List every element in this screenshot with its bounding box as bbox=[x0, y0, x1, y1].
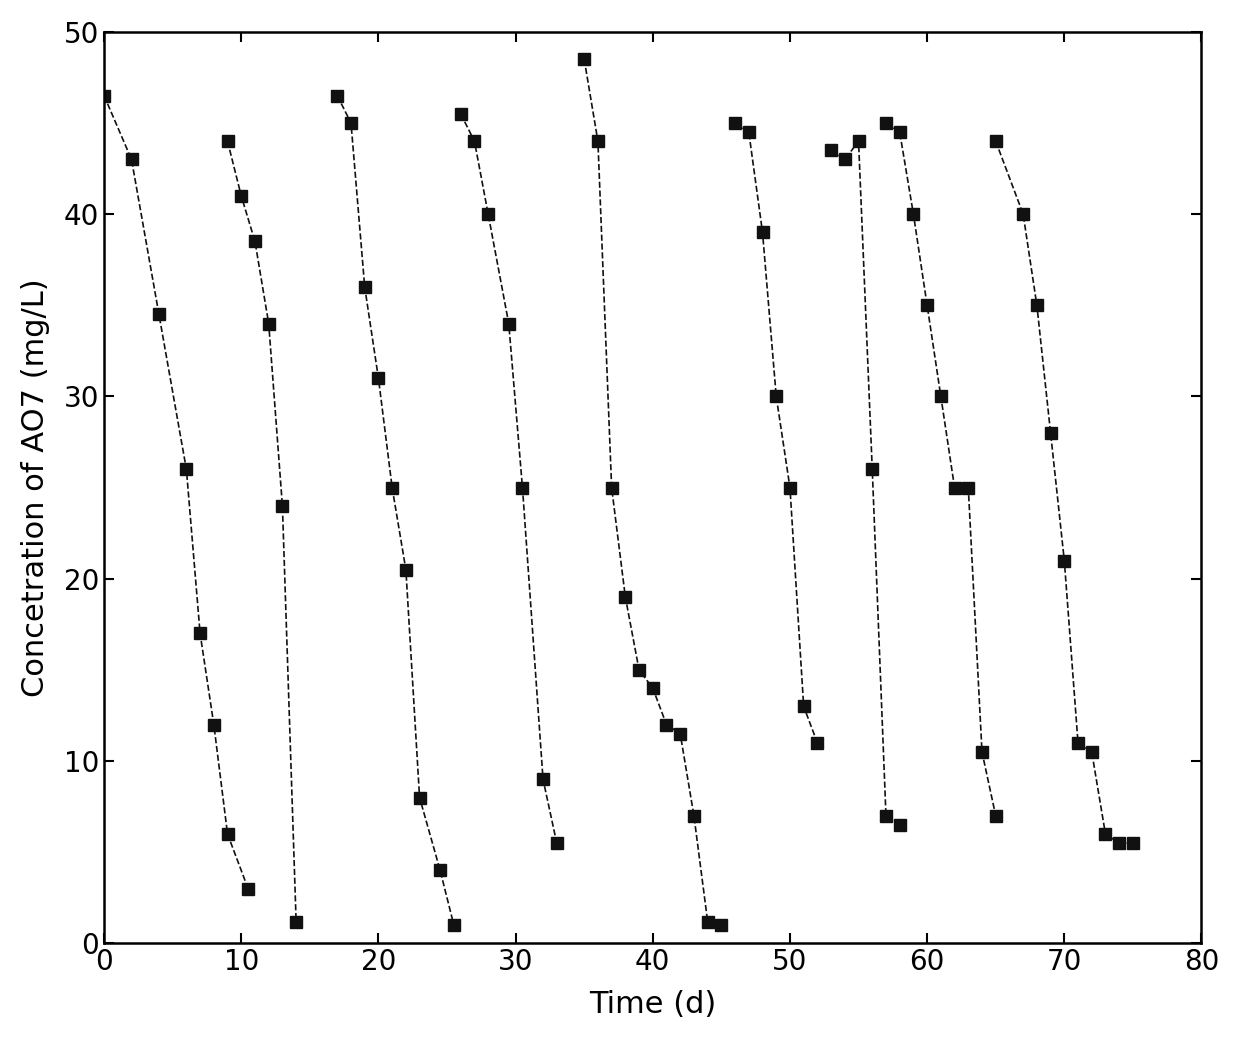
Y-axis label: Concetration of AO7 (mg/L): Concetration of AO7 (mg/L) bbox=[21, 279, 50, 697]
X-axis label: Time (d): Time (d) bbox=[589, 990, 717, 1019]
